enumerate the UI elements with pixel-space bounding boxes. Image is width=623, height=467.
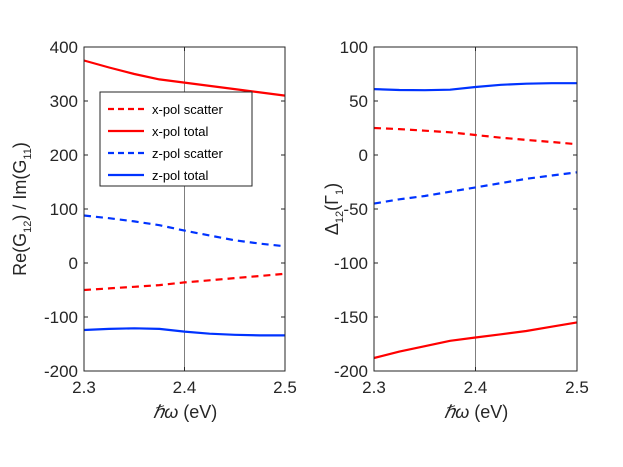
left-series-x-pol-total: [83, 59, 286, 97]
right-xtick-label: 2.3: [362, 378, 386, 397]
left-ytick-label: 100: [50, 200, 78, 219]
right-series-z-pol-scatter: [373, 171, 578, 205]
left-ytick-label: 200: [50, 146, 78, 165]
left-series-z-pol-scatter: [83, 214, 286, 248]
right-xtick-label: 2.4: [464, 378, 488, 397]
left-panel: -200 -100 0 100 200 300 400 2.3 2.4 2.5 Re(G12) /…: [10, 38, 297, 422]
right-ytick-label: -200: [334, 362, 368, 381]
left-x-axis-label: ℏω (eV): [153, 402, 217, 422]
left-ytick-label: -200: [44, 362, 78, 381]
right-ytick-label: 0: [359, 146, 368, 165]
left-ytick-label: -100: [44, 308, 78, 327]
right-xtick-label: 2.5: [565, 378, 589, 397]
left-ytick-label: 400: [50, 38, 78, 57]
legend-label: x-pol total: [152, 124, 208, 139]
legend-label: z-pol scatter: [152, 146, 223, 161]
right-x-axis-label: ℏω (eV): [444, 402, 508, 422]
right-ytick-label: 50: [349, 92, 368, 111]
left-xtick-label: 2.5: [273, 378, 297, 397]
left-series-z-pol-total: [83, 327, 285, 337]
left-y-axis-label: Re(G12) / Im(G11): [10, 142, 34, 276]
right-series-z-pol-total: [373, 82, 577, 92]
left-xtick-label: 2.3: [72, 378, 96, 397]
left-ytick-label: 300: [50, 92, 78, 111]
left-xtick-label: 2.4: [173, 378, 197, 397]
legend: x-pol scatter x-pol total z-pol scatter z-p…: [99, 91, 253, 187]
right-panel: -200 -150 -100 -50 0 50 100 2.3 2.4 2.5 Δ12(Γ1) ℏ…: [322, 38, 589, 422]
legend-label: x-pol scatter: [152, 102, 223, 117]
right-y-axis-label: Δ12(Γ1): [322, 183, 346, 235]
left-series-x-pol-scatter: [83, 272, 286, 292]
left-ytick-label: 0: [69, 254, 78, 273]
legend-box: [99, 91, 253, 187]
right-series-x-pol-scatter: [373, 126, 578, 146]
legend-label: z-pol total: [152, 168, 208, 183]
right-ytick-label: -100: [334, 254, 368, 273]
right-series-x-pol-total: [373, 321, 578, 360]
right-ytick-label: 100: [340, 38, 368, 57]
right-ytick-label: -150: [334, 308, 368, 327]
right-ytick-label: -50: [343, 200, 368, 219]
